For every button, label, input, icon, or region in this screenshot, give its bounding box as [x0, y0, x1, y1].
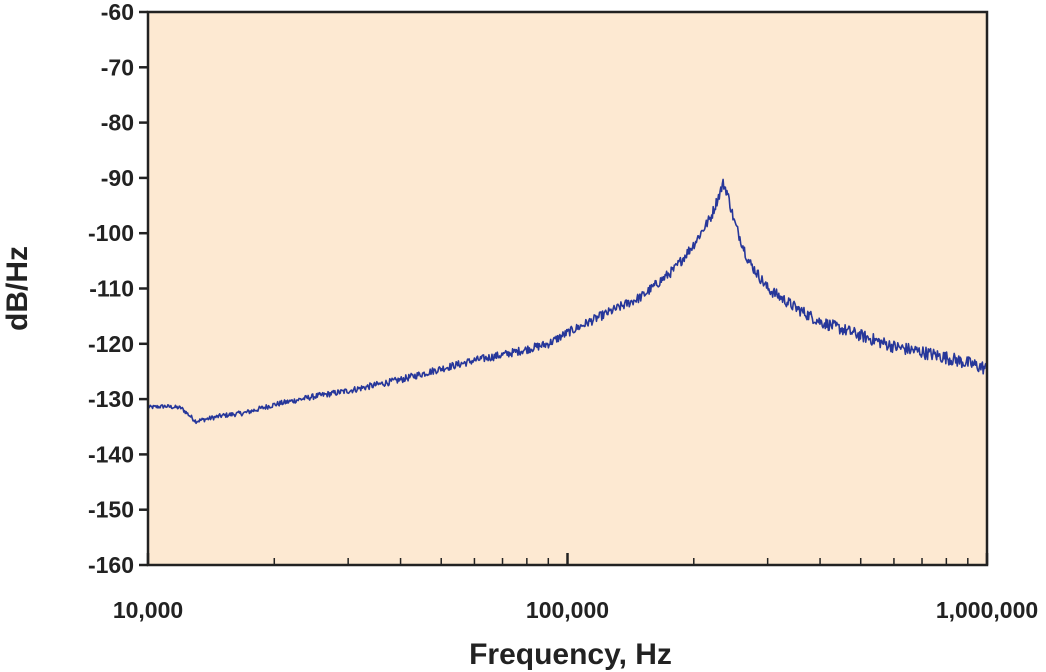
plot-area	[148, 12, 987, 565]
y-tick-label: -140	[88, 441, 134, 467]
y-tick-label: -110	[89, 276, 134, 302]
y-axis-title: dB/Hz	[1, 246, 34, 331]
y-tick-label: -90	[101, 165, 134, 191]
x-tick-label: 100,000	[526, 597, 609, 623]
y-tick-label: -130	[88, 386, 134, 412]
x-axis-title: Frequency, Hz	[469, 638, 672, 671]
series-layer	[147, 178, 988, 425]
y-tick-label: -60	[101, 0, 134, 25]
y-axis-ticks: -60 -70 -80 -90 -100 -110 -120 -130 -140 -150 -160	[88, 0, 148, 578]
y-tick-label: -150	[88, 497, 134, 523]
x-tick-label: 10,000	[113, 597, 183, 623]
y-tick-label: -120	[88, 331, 134, 357]
x-axis-ticks: 10,000 100,000 1,000,000	[113, 553, 1038, 623]
y-tick-label: -70	[101, 54, 134, 80]
y-tick-label: -80	[101, 110, 134, 136]
y-tick-label: -160	[88, 552, 134, 578]
y-tick-label: -100	[88, 220, 134, 246]
series-line	[147, 178, 988, 425]
x-tick-label: 1,000,000	[936, 597, 1038, 623]
